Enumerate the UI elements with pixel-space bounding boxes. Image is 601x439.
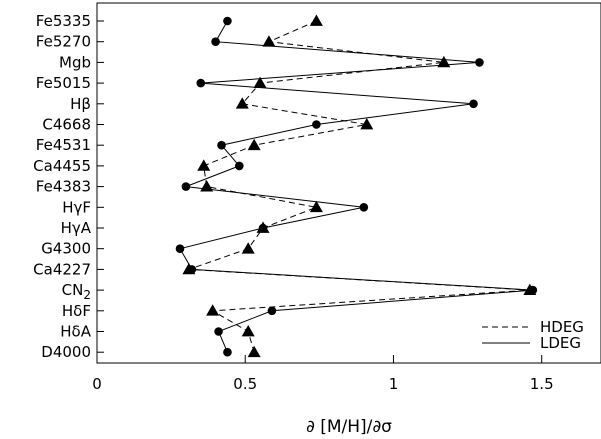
point-hdeg-3 [253, 76, 267, 88]
y-category-label-1: Fe5270 [36, 33, 91, 51]
legend-label-ldeg: LDEG [540, 334, 581, 352]
y-category-label-0: Fe5335 [36, 12, 91, 30]
point-ldeg-16 [223, 347, 232, 357]
series-line-ldeg [179, 20, 533, 353]
point-hdeg-1 [262, 35, 276, 47]
point-ldeg-13 [528, 285, 538, 295]
point-hdeg-15 [241, 325, 255, 337]
y-category-label-5: C4668 [42, 116, 91, 134]
point-ldeg-8 [181, 182, 191, 191]
point-hdeg-16 [247, 345, 261, 358]
point-ldeg-10 [258, 223, 268, 233]
y-category-label-7: Ca4455 [33, 157, 91, 175]
point-hdeg-14 [206, 304, 220, 316]
y-category-label-2: Mgb [59, 53, 91, 71]
y-category-label-9: HγF [62, 198, 91, 216]
y-category-label-11: G4300 [41, 240, 91, 258]
point-ldeg-5 [312, 120, 321, 129]
point-hdeg-9 [309, 200, 323, 213]
legend-label-hdeg: HDEG [540, 318, 584, 336]
point-ldeg-2 [475, 58, 484, 67]
point-ldeg-7 [235, 161, 244, 171]
point-ldeg-6 [217, 140, 226, 150]
y-category-label-4: Hβ [70, 95, 91, 113]
point-ldeg-11 [175, 244, 185, 253]
point-ldeg-0 [223, 16, 232, 26]
y-category-label-8: Fe4383 [36, 178, 91, 196]
point-hdeg-6 [247, 138, 261, 151]
y-category-label-16: D4000 [41, 343, 91, 361]
x-axis-label: ∂ [M/H]/∂σ [306, 417, 392, 437]
y-category-label-3: Fe5015 [36, 74, 91, 92]
point-hdeg-5 [360, 118, 374, 130]
y-axis-categories: Fe5335 Fe5270 Mgb Fe5015 Hβ C4668 Fe4531 Ca4455… [33, 12, 104, 361]
x-axis-ticks: 0 0.5 1 1.5 [92, 355, 554, 393]
x-tick-label-0: 0 [92, 375, 102, 393]
y-category-label-12: Ca4227 [33, 260, 91, 278]
point-hdeg-2 [437, 55, 451, 68]
point-ldeg-15 [214, 327, 223, 336]
y-category-label-6: Fe4531 [36, 136, 91, 154]
x-tick-label-2: 1 [389, 375, 399, 393]
plot-frame [96, 2, 601, 364]
point-ldeg-3 [196, 78, 206, 88]
x-tick-label-1: 0.5 [233, 375, 257, 393]
point-ldeg-9 [359, 203, 369, 212]
y-category-label-10: HγA [61, 219, 92, 237]
point-hdeg-0 [309, 14, 323, 26]
point-hdeg-11 [241, 242, 255, 254]
y-category-label-15: HδA [60, 323, 91, 341]
point-ldeg-12 [187, 265, 197, 274]
point-ldeg-4 [469, 99, 478, 109]
point-hdeg-7 [197, 159, 211, 171]
point-ldeg-1 [211, 37, 220, 46]
x-tick-label-3: 1.5 [530, 375, 554, 393]
series-markers [175, 14, 538, 358]
point-hdeg-8 [200, 180, 214, 192]
point-ldeg-14 [267, 306, 277, 316]
y-category-label-14: HδF [62, 302, 91, 320]
y-category-label-13: CN2 [62, 281, 91, 302]
series-lines [179, 20, 533, 353]
series-line-hdeg [188, 20, 530, 353]
point-hdeg-4 [235, 97, 249, 109]
